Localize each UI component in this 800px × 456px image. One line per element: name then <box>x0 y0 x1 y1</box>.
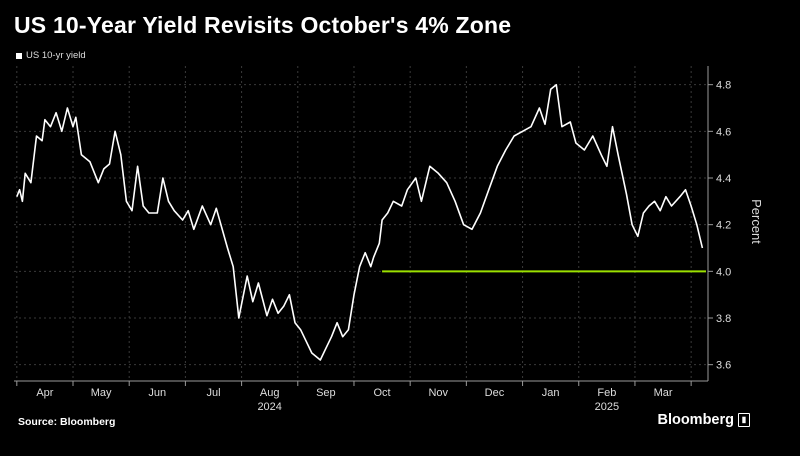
x-tick-label: Jan <box>542 387 560 399</box>
brand-name: Bloomberg <box>657 412 734 428</box>
y-tick-label: 4.0 <box>716 266 731 278</box>
x-tick-label: Sep <box>316 387 336 399</box>
x-tick-label: Aug <box>260 387 280 399</box>
y-tick-label: 3.6 <box>716 360 731 372</box>
legend-swatch <box>16 52 22 59</box>
legend-label: US 10-yr yield <box>26 50 86 61</box>
x-tick-label: Dec <box>485 387 505 399</box>
year-label: 2025 <box>595 401 619 413</box>
series-line-us-10yr-yield <box>16 83 704 361</box>
x-tick-label: Nov <box>428 387 448 399</box>
y-tick-label: 4.6 <box>716 126 731 138</box>
y-axis-label: Percent <box>749 199 764 244</box>
x-tick-label: Oct <box>374 387 391 399</box>
y-tick-label: 4.8 <box>716 80 731 92</box>
y-tick-label: 4.4 <box>716 173 731 185</box>
x-tick-label: Apr <box>36 387 53 399</box>
y-tick-label: 4.2 <box>716 220 731 232</box>
brand-logo: Bloomberg ▮ <box>657 412 750 428</box>
x-tick-label: May <box>91 387 112 399</box>
y-tick-label: 3.8 <box>716 313 731 325</box>
x-tick-label: Mar <box>654 387 673 399</box>
bookmark-icon: ▮ <box>738 413 750 427</box>
chart-title: US 10-Year Yield Revisits October's 4% Z… <box>14 12 512 38</box>
legend: US 10-yr yield <box>16 50 86 61</box>
x-tick-label: Jun <box>148 387 166 399</box>
year-label: 2024 <box>257 401 281 413</box>
x-tick-label: Jul <box>206 387 220 399</box>
source-note: Source: Bloomberg <box>18 416 116 428</box>
x-tick-label: Feb <box>597 387 616 399</box>
